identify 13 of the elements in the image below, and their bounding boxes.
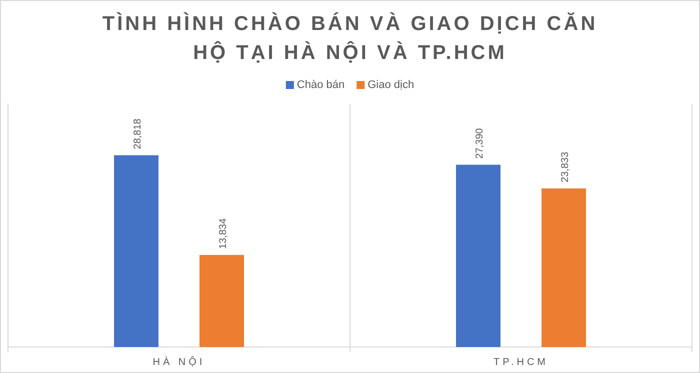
- bar: [542, 188, 586, 347]
- chart-title: TÌNH HÌNH CHÀO BÁN VÀ GIAO DỊCH CĂN HỘ TẠI HÀ NỘI VÀ TP.HCM: [102, 12, 598, 64]
- x-tick-label: TP.HCM: [493, 357, 549, 368]
- data-label: 27,390: [474, 128, 486, 159]
- bar: [200, 254, 244, 347]
- legend-label: Giao dịch: [368, 79, 414, 91]
- x-tick-label: HÀ NỘI: [152, 356, 206, 368]
- bar: [456, 164, 500, 347]
- data-label: 23,833: [560, 151, 571, 182]
- legend-label: Chào bán: [296, 79, 345, 91]
- data-label: 13,834: [218, 218, 229, 249]
- data-label: 28,818: [132, 118, 144, 150]
- bar: [114, 155, 158, 347]
